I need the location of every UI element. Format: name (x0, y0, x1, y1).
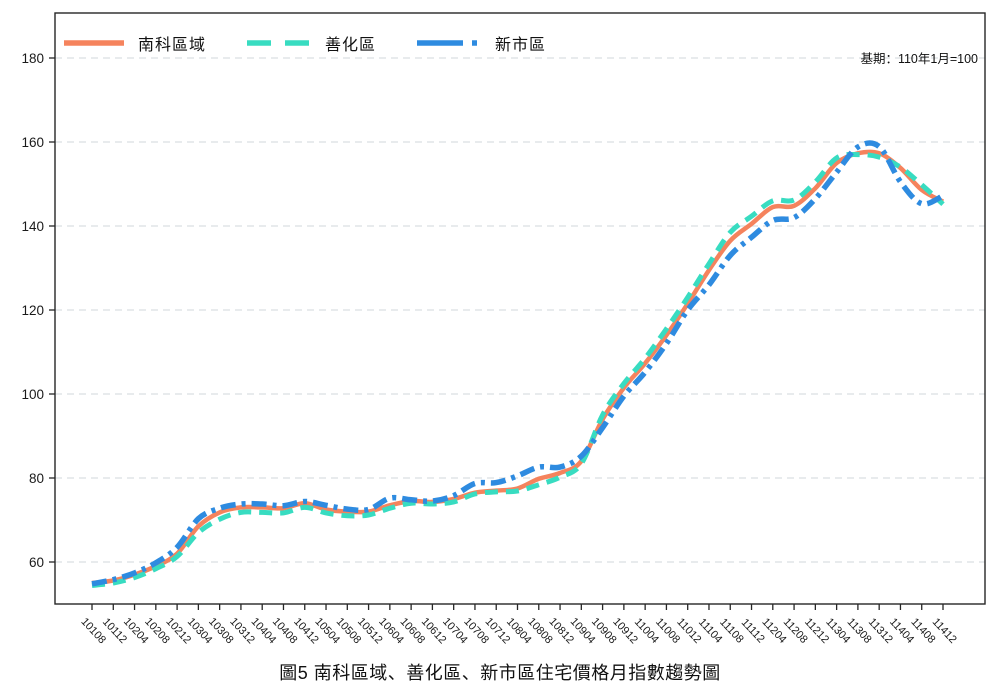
shanhua-dashed-swatch-icon (247, 40, 312, 46)
base-period-note: 基期：110年1月=100 (860, 52, 978, 66)
gridlines (55, 57, 985, 563)
x-tick-label: 11108 (717, 616, 746, 645)
x-tick-label: 11412 (930, 616, 959, 646)
series-line-2 (91, 140, 945, 587)
nanke-line-swatch-icon (64, 40, 124, 46)
y-tick-label: 100 (21, 387, 44, 402)
legend-label-xinshi: 新市區 (495, 37, 547, 54)
xinshi-dashdot-swatch-icon (417, 40, 482, 46)
legend-item-nanke: 南科區域 (63, 31, 206, 55)
series-line-1 (91, 152, 945, 588)
axis-ticks (49, 57, 944, 610)
legend-item-xinshi: 新市區 (416, 31, 546, 55)
plot-frame (54, 12, 986, 605)
series-lines (91, 140, 945, 588)
y-tick-label: 140 (21, 219, 44, 234)
legend: 南科區域 善化區 新市區 (63, 31, 546, 55)
chart-caption: 圖5 南科區域、善化區、新市區住宅價格月指數趨勢圖 (279, 663, 721, 683)
y-tick-label: 80 (29, 471, 44, 486)
y-tick-label: 160 (21, 135, 44, 150)
y-tick-label: 120 (21, 303, 44, 318)
legend-item-shanhua: 善化區 (246, 31, 376, 55)
y-tick-label: 60 (29, 555, 44, 570)
legend-label-shanhua: 善化區 (325, 37, 377, 54)
y-tick-label: 180 (21, 51, 44, 66)
legend-label-nanke: 南科區域 (138, 37, 207, 54)
x-axis-labels: 1010810112102041020810212103041030810312… (78, 616, 958, 647)
y-axis-labels: 60 80 100 120 140 160 180 (21, 51, 44, 570)
